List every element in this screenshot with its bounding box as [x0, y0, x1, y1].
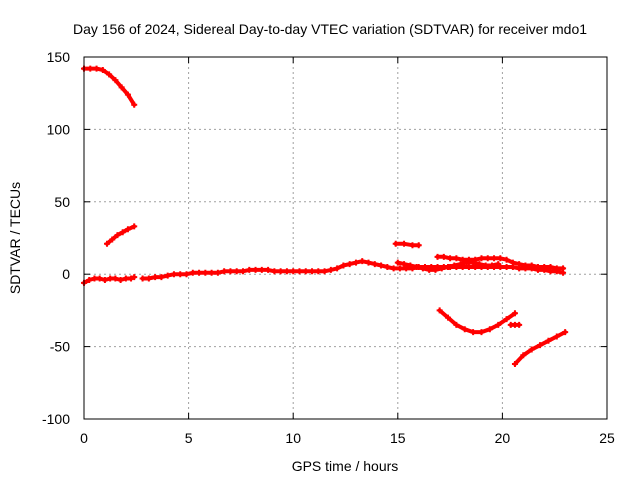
series-line: [105, 224, 137, 246]
data-points: [81, 65, 569, 367]
series-arc-7: [392, 240, 422, 249]
series-line: [435, 254, 566, 271]
series-line: [82, 275, 137, 285]
series-line: [393, 241, 421, 248]
series-arc-10: [511, 329, 569, 367]
series-line: [395, 260, 501, 272]
y-tick-label: 100: [47, 121, 71, 137]
axis-ticks: 0 5 10 15 20 25 -100 -50 0 50 100 150: [42, 49, 615, 446]
x-tick-label: 20: [495, 430, 511, 446]
y-tick-label: -50: [50, 339, 70, 355]
series-arc-5: [434, 253, 567, 272]
x-tick-label: 10: [285, 430, 301, 446]
x-tick-label: 5: [185, 430, 193, 446]
x-tick-label: 15: [390, 430, 406, 446]
grid: [84, 57, 607, 419]
chart-title: Day 156 of 2024, Sidereal Day-to-day VTE…: [73, 21, 587, 37]
series-arc-3: [81, 274, 138, 286]
y-tick-label: 150: [47, 49, 71, 65]
series-arc-9: [507, 321, 523, 328]
x-axis-label: GPS time / hours: [292, 458, 399, 474]
series-line: [437, 308, 517, 335]
series-line: [513, 330, 568, 366]
x-tick-label: 25: [599, 430, 615, 446]
y-tick-label: 50: [54, 194, 70, 210]
series-line: [82, 66, 137, 107]
series-arc-8: [436, 307, 518, 336]
plot-frame: [83, 56, 608, 420]
series-arc-6: [394, 259, 502, 273]
series-arc-2: [104, 223, 138, 247]
y-tick-label: -100: [42, 411, 70, 427]
y-tick-label: 0: [62, 266, 70, 282]
y-axis-label: SDTVAR / TECUs: [7, 182, 23, 294]
series-arc-1: [81, 65, 138, 108]
x-tick-label: 0: [80, 430, 88, 446]
